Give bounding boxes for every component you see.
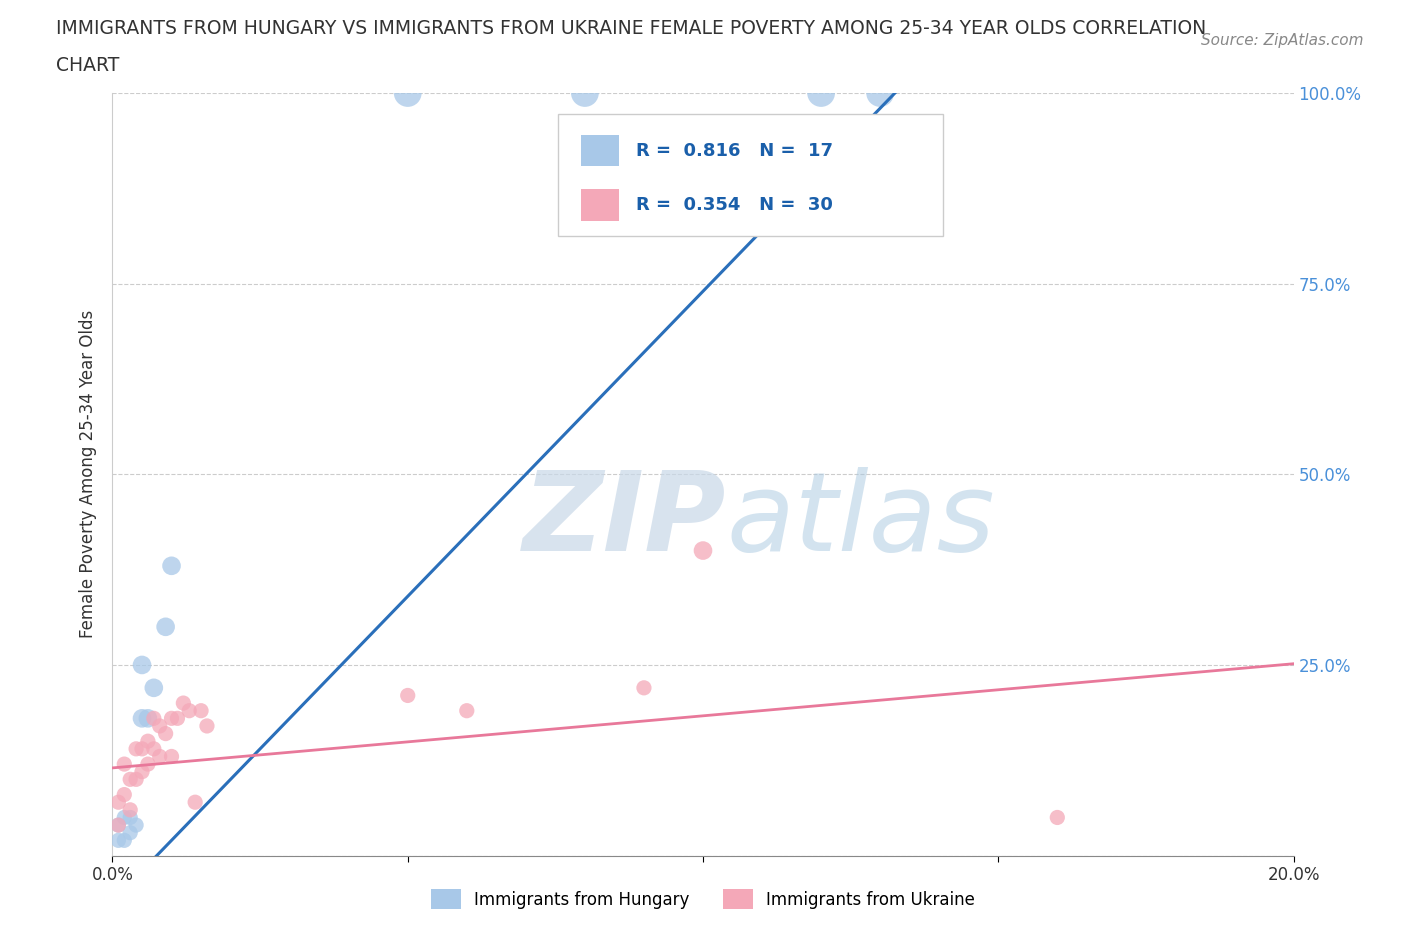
Point [131,741,153,756]
Point [120,810,142,825]
Point [112,833,135,848]
Text: Source: ZipAtlas.com: Source: ZipAtlas.com [1201,33,1364,47]
Point [160,749,183,764]
Point [142,681,165,696]
Text: R =  0.354   N =  30: R = 0.354 N = 30 [636,196,832,214]
Point [456,703,478,718]
Point [120,803,142,817]
Point [396,688,419,703]
Point [142,711,165,725]
Point [112,757,135,772]
Point [131,658,153,672]
Point [160,558,183,573]
Point [155,726,177,741]
FancyBboxPatch shape [581,190,619,220]
Point [195,719,218,734]
Point [396,86,419,100]
Text: IMMIGRANTS FROM HUNGARY VS IMMIGRANTS FROM UKRAINE FEMALE POVERTY AMONG 25-34 YE: IMMIGRANTS FROM HUNGARY VS IMMIGRANTS FR… [56,19,1206,37]
Point [810,86,832,100]
Point [1046,810,1069,825]
Point [184,795,207,810]
Point [692,543,714,558]
Point [166,711,188,725]
Text: ZIP: ZIP [523,467,727,574]
FancyBboxPatch shape [581,135,619,166]
Point [179,703,201,718]
Point [125,817,148,832]
Point [107,817,129,832]
Point [869,86,891,100]
Point [149,719,172,734]
FancyBboxPatch shape [558,113,943,236]
Point [155,619,177,634]
Point [120,825,142,840]
Point [633,681,655,696]
Point [136,757,159,772]
Point [142,741,165,756]
Point [125,772,148,787]
Point [131,711,153,725]
Y-axis label: Female Poverty Among 25-34 Year Olds: Female Poverty Among 25-34 Year Olds [79,311,97,638]
Point [149,749,172,764]
Point [136,734,159,749]
Point [125,741,148,756]
Point [190,703,212,718]
Text: R =  0.816   N =  17: R = 0.816 N = 17 [636,141,832,160]
Point [160,711,183,725]
Point [107,817,129,832]
Point [574,86,596,100]
Text: CHART: CHART [56,56,120,74]
Point [107,795,129,810]
Point [120,772,142,787]
Point [112,810,135,825]
Point [107,833,129,848]
Point [112,787,135,802]
Point [131,764,153,779]
Text: atlas: atlas [727,467,995,574]
Point [136,711,159,725]
Point [172,696,194,711]
Legend: Immigrants from Hungary, Immigrants from Ukraine: Immigrants from Hungary, Immigrants from… [425,883,981,916]
